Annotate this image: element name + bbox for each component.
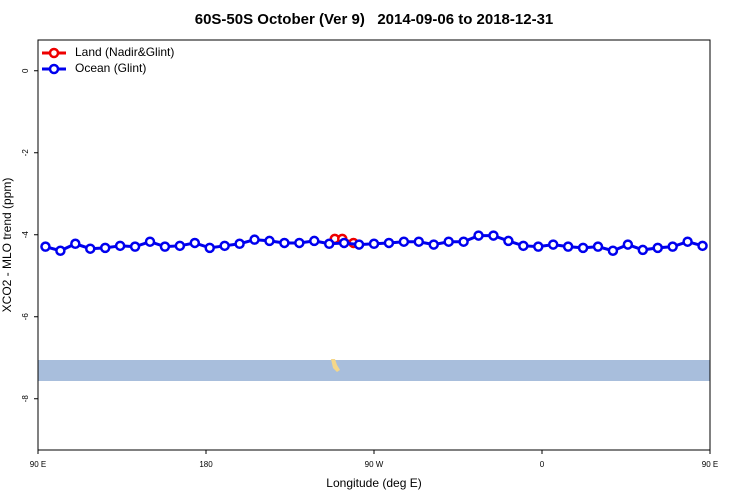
y-axis-label: XCO2 - MLO trend (ppm) bbox=[0, 178, 14, 313]
land-patch bbox=[331, 359, 340, 372]
point bbox=[607, 245, 619, 256]
point bbox=[413, 236, 425, 247]
point bbox=[338, 237, 350, 249]
point bbox=[85, 243, 96, 254]
point bbox=[174, 240, 186, 252]
legend-label: Land (Nadir&Glint) bbox=[75, 45, 174, 59]
y-tick-label: 0 bbox=[21, 68, 30, 73]
point bbox=[294, 237, 305, 249]
y-tick-label: -4 bbox=[21, 231, 30, 239]
point bbox=[309, 235, 320, 247]
point bbox=[353, 239, 365, 250]
x-axis-label: Longitude (deg E) bbox=[326, 476, 421, 490]
point bbox=[204, 242, 215, 254]
x-tick-label: 90 E bbox=[30, 460, 46, 469]
x-tick-label: 90 E bbox=[702, 460, 718, 469]
point bbox=[503, 235, 514, 247]
y-tick-label: -2 bbox=[21, 149, 30, 157]
x-tick-label: 90 W bbox=[365, 460, 384, 469]
point bbox=[114, 240, 126, 252]
point bbox=[249, 234, 260, 245]
point bbox=[129, 241, 141, 252]
legend-label: Ocean (Glint) bbox=[75, 61, 146, 75]
point bbox=[428, 239, 439, 250]
point bbox=[383, 237, 395, 249]
legend-marker bbox=[48, 47, 60, 59]
point bbox=[55, 245, 66, 256]
point bbox=[99, 242, 111, 254]
point bbox=[667, 241, 678, 252]
point bbox=[144, 236, 156, 247]
point bbox=[637, 244, 649, 256]
point bbox=[682, 236, 693, 247]
point bbox=[279, 237, 290, 249]
x-tick-label: 180 bbox=[199, 460, 213, 469]
y-tick-label: -6 bbox=[21, 313, 30, 321]
point bbox=[592, 241, 604, 252]
point bbox=[547, 239, 559, 250]
point bbox=[577, 242, 589, 254]
point bbox=[518, 240, 529, 252]
point bbox=[473, 230, 484, 241]
legend-marker bbox=[48, 63, 60, 75]
point bbox=[189, 237, 201, 249]
point bbox=[622, 239, 634, 250]
point bbox=[652, 242, 663, 254]
point bbox=[443, 236, 454, 247]
point bbox=[562, 241, 574, 252]
chart-title: 60S-50S October (Ver 9) 2014-09-06 to 20… bbox=[195, 11, 554, 28]
point bbox=[70, 238, 81, 250]
point bbox=[368, 238, 380, 250]
point bbox=[234, 238, 245, 250]
point bbox=[40, 241, 51, 252]
point bbox=[533, 241, 544, 252]
point bbox=[697, 240, 708, 252]
point bbox=[488, 230, 499, 241]
point bbox=[219, 240, 230, 252]
map-strip bbox=[38, 360, 710, 381]
y-tick-label: -8 bbox=[21, 395, 30, 403]
point bbox=[398, 236, 410, 247]
x-tick-label: 0 bbox=[540, 460, 545, 469]
point bbox=[159, 241, 171, 252]
point bbox=[323, 238, 335, 250]
point bbox=[458, 236, 469, 247]
point bbox=[264, 235, 275, 247]
